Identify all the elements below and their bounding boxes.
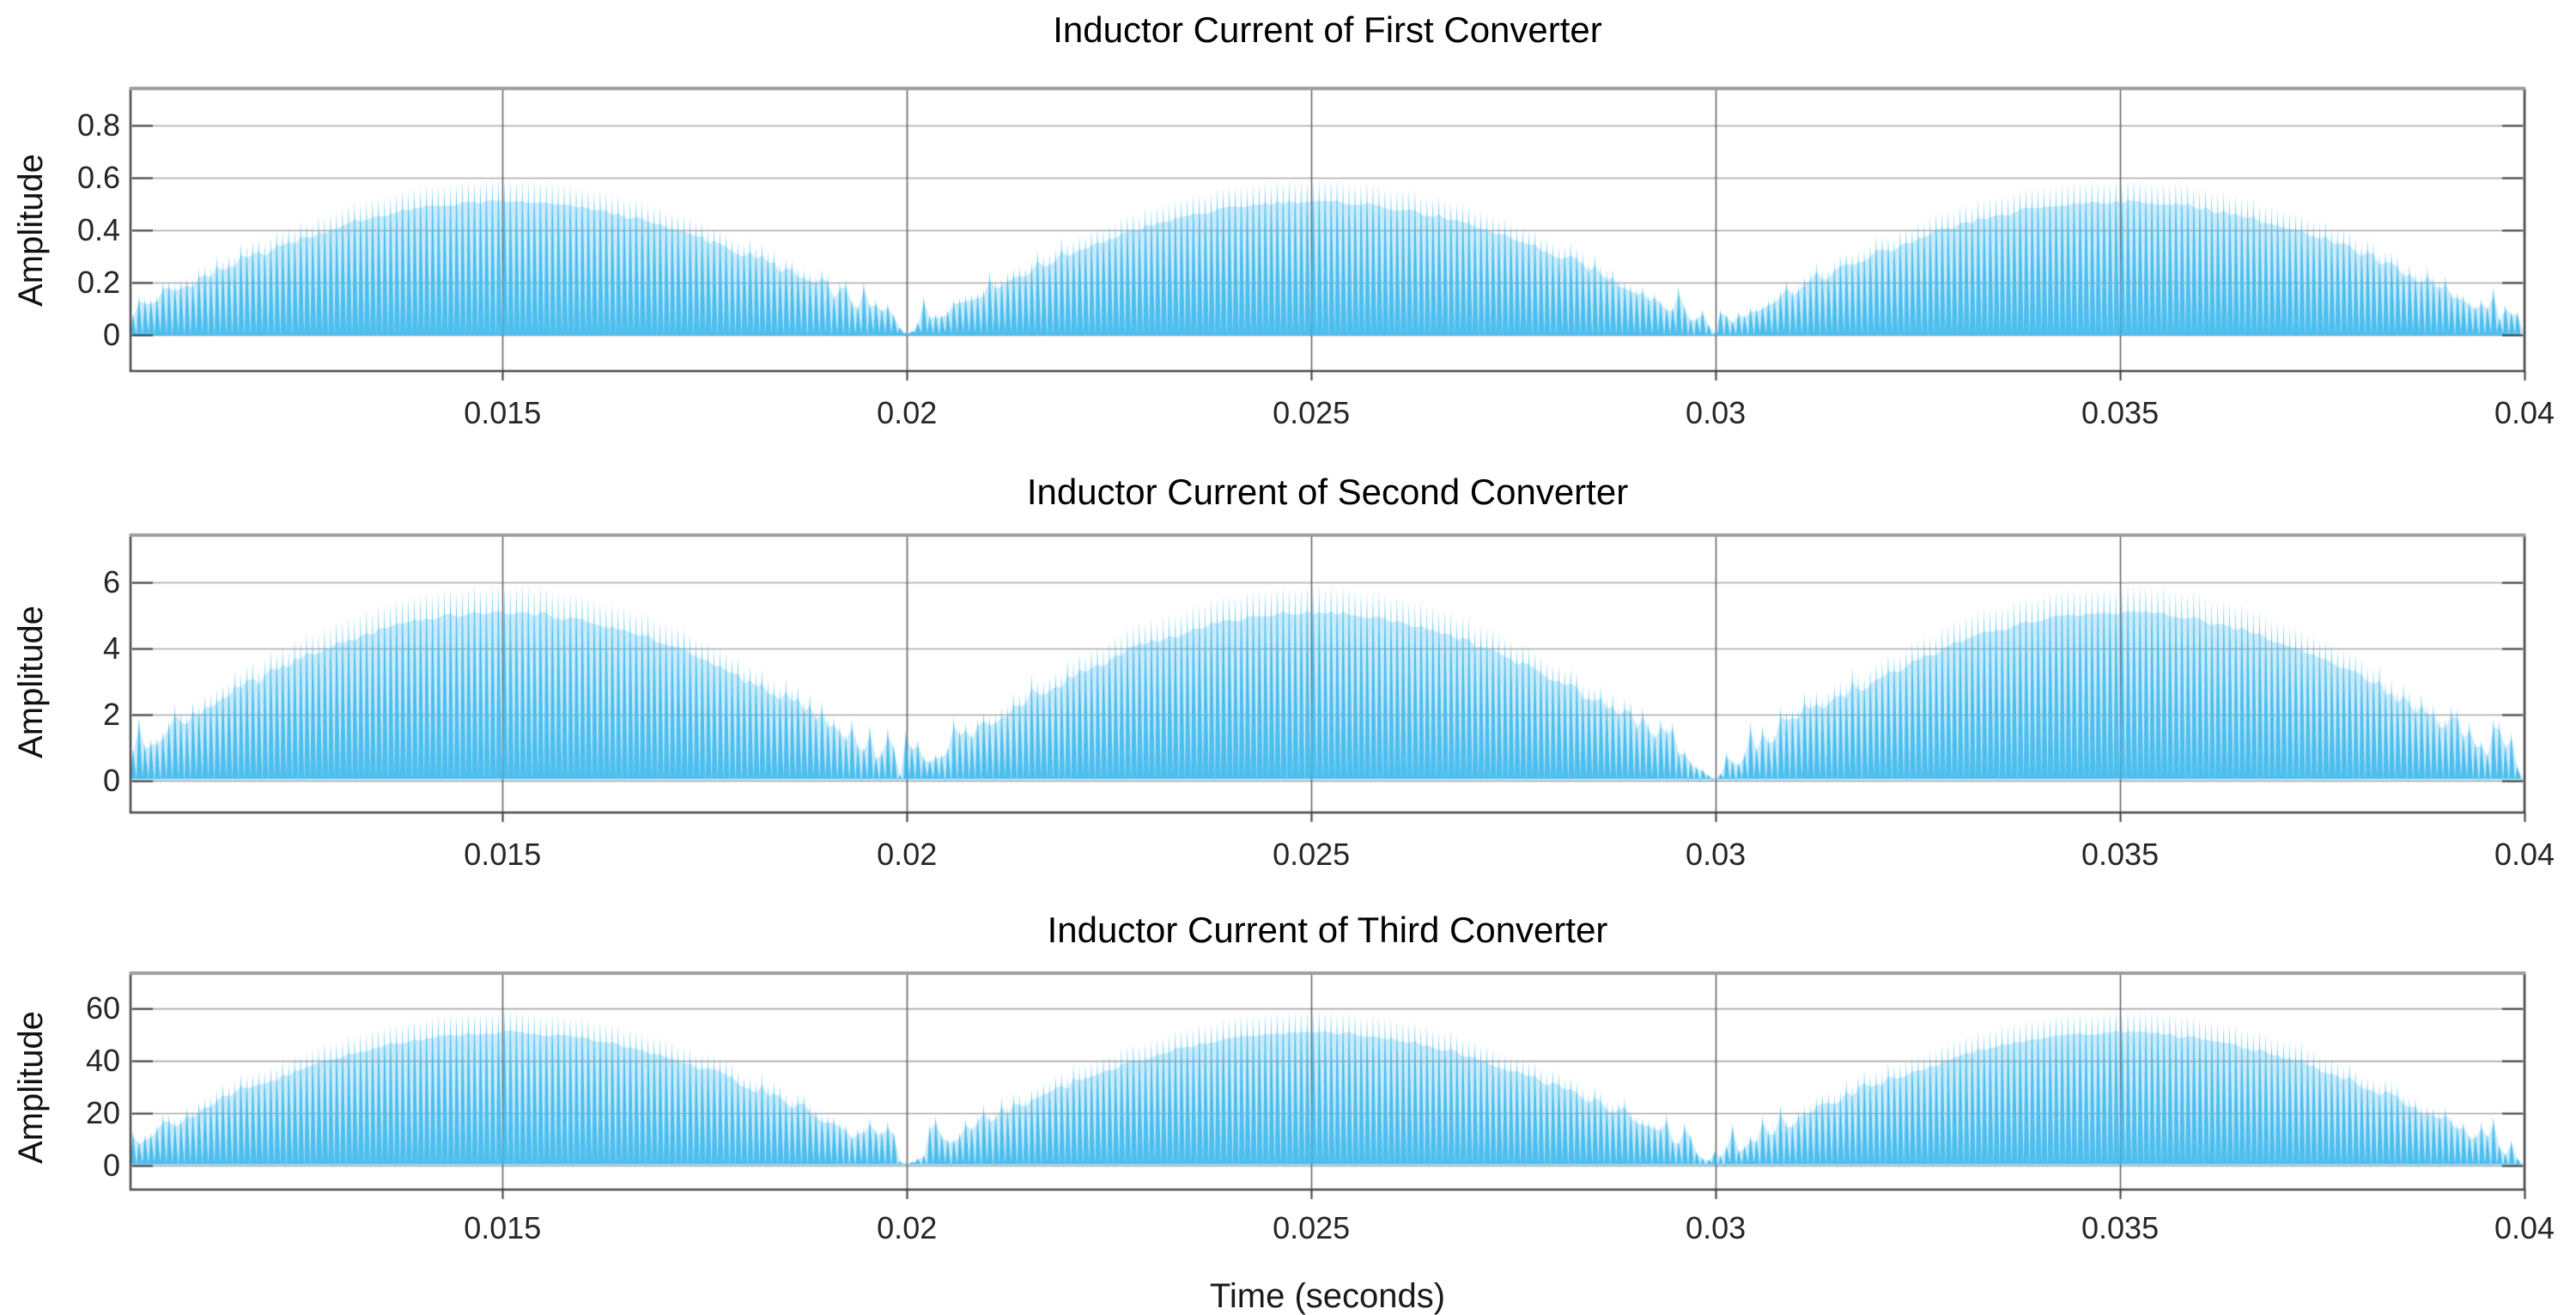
y-tick-label: 0: [102, 316, 120, 352]
y-tick-label: 40: [85, 1043, 120, 1079]
x-tick-label: 0.02: [877, 395, 938, 430]
x-tick-label: 0.035: [2081, 1210, 2160, 1245]
y-tick-label: 0.4: [76, 211, 120, 247]
x-axis-label: Time (seconds): [1209, 1277, 1446, 1315]
figure-text-overlay: Inductor Current of First Converter Indu…: [12, 9, 2555, 1314]
x-tick-label: 0.035: [2081, 837, 2160, 872]
y-tick-label: 0.8: [76, 107, 120, 143]
x-tick-label: 0.04: [2494, 1210, 2555, 1245]
x-tick-label: 0.025: [1273, 1210, 1351, 1245]
plot2-title: Inductor Current of Second Converter: [1026, 472, 1629, 512]
x-tick-label: 0.025: [1273, 395, 1351, 430]
x-tick-label: 0.015: [464, 395, 542, 430]
x-tick-label: 0.04: [2494, 395, 2555, 430]
x-tick-label: 0.03: [1686, 1210, 1747, 1245]
figure-canvas: [0, 0, 2576, 1288]
x-tick-label: 0.025: [1273, 837, 1351, 872]
y-tick-label: 6: [102, 564, 120, 600]
x-tick-label: 0.02: [877, 837, 938, 872]
x-tick-label: 0.015: [464, 837, 542, 872]
y-tick-label: 20: [85, 1095, 120, 1131]
x-tick-label: 0.04: [2494, 837, 2555, 872]
y-tick-label: 0: [102, 1147, 120, 1183]
plot2-ylabel: Amplitude: [12, 606, 50, 758]
y-tick-label: 0: [102, 763, 120, 799]
y-tick-label: 4: [102, 630, 120, 667]
x-tick-label: 0.02: [877, 1210, 938, 1245]
x-tick-label: 0.035: [2081, 395, 2160, 430]
plot1-title: Inductor Current of First Converter: [1053, 9, 1602, 50]
y-tick-label: 2: [102, 697, 120, 733]
y-tick-label: 0.2: [76, 264, 120, 300]
plot3-ylabel: Amplitude: [12, 1011, 50, 1164]
plot3-title: Inductor Current of Third Converter: [1047, 910, 1608, 950]
x-tick-label: 0.015: [464, 1210, 542, 1245]
y-tick-label: 60: [85, 990, 120, 1026]
y-tick-label: 0.6: [76, 159, 120, 195]
x-tick-label: 0.03: [1686, 395, 1747, 430]
plot1-ylabel: Amplitude: [12, 154, 50, 307]
x-tick-label: 0.03: [1686, 837, 1747, 872]
